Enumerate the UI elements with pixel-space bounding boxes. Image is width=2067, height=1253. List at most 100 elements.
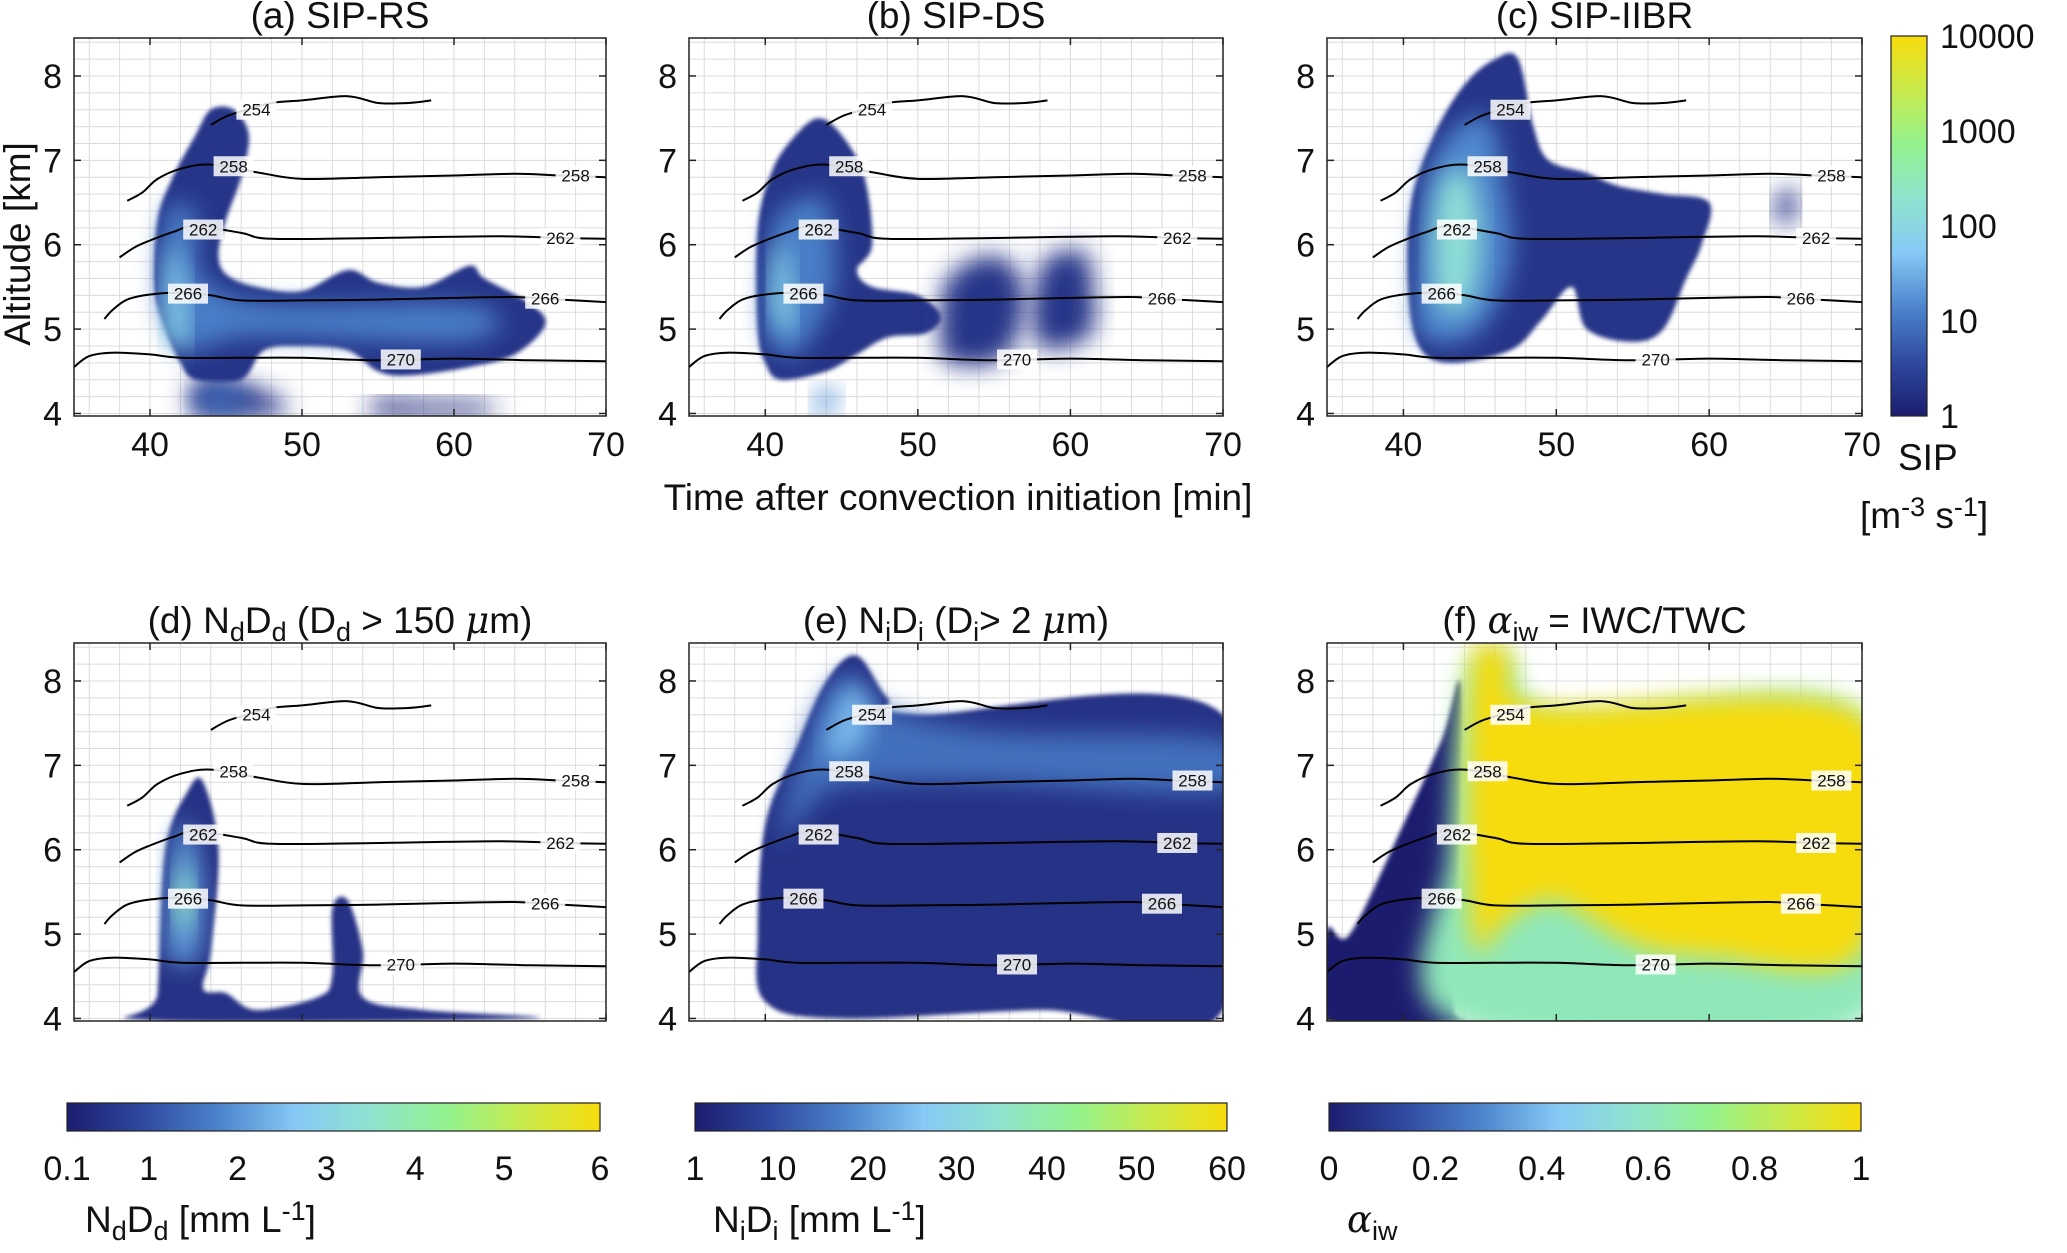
colorbar-tick-label: 10000 [1940, 18, 2035, 56]
subscript: i [973, 617, 979, 647]
y-tick-label: 4 [658, 395, 677, 433]
isotherm-262 [1372, 225, 1862, 259]
isotherm-label-bg [183, 219, 224, 240]
text-part: D [127, 1199, 154, 1240]
subscript: i [918, 617, 924, 647]
isotherm-label: 270 [1003, 350, 1031, 369]
isotherm-label-bg [168, 283, 208, 304]
superscript: -1 [282, 1196, 306, 1226]
isotherm-label: 258 [1178, 772, 1206, 791]
isotherm-label-bg [213, 156, 254, 177]
isotherm-label: 262 [804, 221, 832, 240]
text-part: (e) N [803, 600, 885, 641]
axes-frame [1326, 642, 1863, 1022]
panel-title: (b) SIP-DS [867, 0, 1046, 36]
colorbar-tick-label: 50 [1118, 1150, 1156, 1188]
isotherm-label-bg [525, 288, 566, 309]
text-part: D [245, 600, 272, 641]
colorbar-tick-label: 60 [1208, 1150, 1246, 1188]
text-part: [mm L [169, 1199, 282, 1240]
isotherm-label-bg [1780, 288, 1821, 309]
y-tick-label: 5 [1296, 311, 1315, 349]
isotherm-258 [1380, 768, 1862, 807]
contour-region [814, 388, 839, 416]
y-tick-label: 8 [658, 663, 677, 701]
isotherms: 254 258 258 262 262 266 266 270 [1327, 95, 1862, 370]
y-tick-label: 4 [1296, 1000, 1315, 1038]
colorbar-tick-label: 0.2 [1412, 1150, 1459, 1188]
colorbar-tick-label: 10 [759, 1150, 797, 1188]
contour-region [1433, 167, 1481, 313]
isotherm-266 [1356, 291, 1862, 320]
isotherm-label-bg [1436, 824, 1477, 845]
isotherm-262 [119, 225, 606, 259]
y-tick-label: 5 [1296, 916, 1315, 954]
colorbar-alpha: 0 0.2 0.4 0.6 0.8 1 αiw [1320, 1102, 1871, 1246]
subscript: d [112, 1216, 127, 1246]
isotherm-label: 270 [1641, 350, 1669, 369]
isotherm-label: 266 [1427, 890, 1455, 909]
isotherm-254 [210, 700, 432, 731]
isotherm-270 [74, 956, 606, 973]
colorbar-tick-label: 40 [1028, 1150, 1066, 1188]
axes-frame [73, 642, 607, 1022]
y-tick-label: 7 [658, 747, 677, 785]
text-part: [mm L [778, 1199, 891, 1240]
isotherm-label-bg [1635, 349, 1676, 370]
isotherm-270 [689, 351, 1223, 368]
axes-frame [73, 37, 607, 417]
isotherm-label: 262 [1802, 229, 1830, 248]
colorbar-tick-label: 3 [317, 1150, 336, 1188]
text-part: SIP [1898, 437, 1958, 478]
isotherm-label: 262 [1443, 826, 1471, 845]
isotherm-label-bg [1796, 227, 1837, 248]
panel-title: (c) SIP-IIBR [1496, 0, 1693, 36]
contour-region [1775, 187, 1797, 224]
x-axis-label: Time after convection initiation [min] [664, 477, 1253, 518]
isotherm-label: 258 [835, 157, 863, 176]
text-part: (f) [1442, 600, 1487, 641]
panel-a: 254 258 258 262 262 266 266 270 4 5 6 7 8 40 50 60 70 (a)… [43, 0, 625, 464]
isotherm-label: 258 [561, 167, 589, 186]
y-tick-label: 8 [1296, 58, 1315, 96]
colorbar-ni: 1 10 20 30 40 50 60 NiDi [mm L-1] [686, 1102, 1246, 1246]
contour-region [825, 685, 869, 759]
y-tick-label: 7 [1296, 747, 1315, 785]
filled-contours [1327, 643, 1862, 1021]
y-tick-label: 6 [43, 832, 62, 870]
isotherm-label: 258 [219, 762, 247, 781]
y-axis-label: Altitude [km] [0, 142, 38, 346]
colorbar-tick-label: 0.4 [1518, 1150, 1565, 1188]
text-part: > 150 [351, 600, 465, 641]
isotherm-label: 262 [189, 221, 217, 240]
colorbar-tick-label: 1 [1852, 1150, 1871, 1188]
isotherm-262 [734, 225, 1223, 259]
text-part: ] [306, 1199, 316, 1240]
y-tick-label: 5 [658, 311, 677, 349]
colorbar-gradient [66, 1102, 601, 1132]
text-part: D [746, 1199, 773, 1240]
isotherm-label: 258 [561, 772, 589, 791]
colorbar-tick-label: 5 [495, 1150, 514, 1188]
axes-frame [1326, 37, 1863, 417]
x-tick-label: 70 [1204, 426, 1242, 464]
isotherms: 254 258 258 262 262 266 266 270 [1327, 700, 1862, 975]
isotherm-label: 266 [789, 285, 817, 304]
isotherm-label-bg [1436, 219, 1477, 240]
x-tick-label: 60 [1690, 426, 1728, 464]
colorbar-tick-label: 30 [938, 1150, 976, 1188]
x-tick-label: 50 [899, 426, 937, 464]
isotherm-label-bg [236, 704, 277, 725]
subscript: d [336, 617, 351, 647]
superscript: -1 [1954, 492, 1978, 522]
isotherm-label: 262 [1802, 834, 1830, 853]
isotherm-label-bg [798, 824, 839, 845]
text-part: = IWC/TWC [1538, 600, 1747, 641]
axes-frame [688, 37, 1224, 417]
isotherm-254 [825, 95, 1048, 126]
colorbar-tick-label: 0.6 [1625, 1150, 1672, 1188]
text-part: (c) SIP-IIBR [1496, 0, 1693, 36]
text-part: (d) N [148, 600, 230, 641]
text-part: (b) SIP-DS [867, 0, 1046, 36]
